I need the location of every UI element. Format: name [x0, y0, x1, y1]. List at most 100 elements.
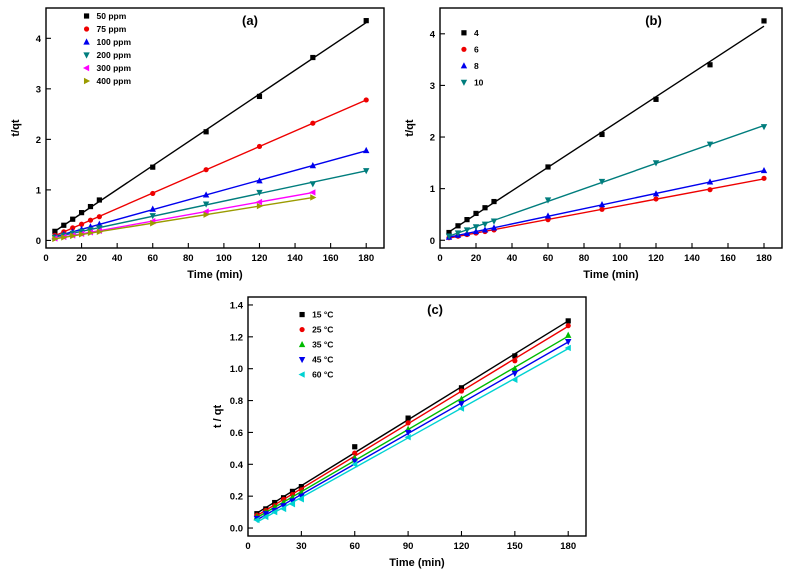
- fit-line: [256, 341, 569, 521]
- x-tick-label: 30: [296, 541, 307, 552]
- fit-line: [54, 191, 313, 240]
- y-axis-title: t / qt: [212, 405, 224, 429]
- x-axis: 0 20 40 60 80 100 120 140 160 180: [43, 243, 374, 264]
- plot-frame: [45, 7, 385, 249]
- x-tick-label: 100: [216, 253, 232, 264]
- legend-label: 75 ppm: [97, 24, 127, 34]
- x-tick-label: 90: [403, 541, 414, 552]
- legend-label: 4: [474, 28, 479, 38]
- plot-a: 0 20 40 60 80 100 120 140 160 180 0 1 2 3 4 Time (min) t…: [10, 7, 385, 281]
- x-tick-label: 40: [507, 253, 518, 264]
- legend-label: 8: [474, 61, 479, 71]
- y-tick-label: 2: [430, 133, 435, 144]
- y-tick-label: 0: [36, 236, 41, 247]
- x-tick-label: 20: [76, 253, 87, 264]
- fit-line: [256, 335, 569, 519]
- series-8: [445, 166, 768, 240]
- series-6: [446, 175, 767, 241]
- plot-c: 0 30 60 90 120 150 180 0.0 0.2 0.4 0.6 0.8 1.0 1.2 1.4…: [212, 296, 587, 569]
- x-axis: 0 30 60 90 120 150 180: [245, 531, 576, 552]
- legend: 50 ppm 75 ppm 100 ppm 200 ppm 300 ppm 400 ppm: [82, 11, 132, 86]
- chart-panel-c: 0 30 60 90 120 150 180 0.0 0.2 0.4 0.6 0.8 1.0 1.2 1.4…: [206, 289, 600, 574]
- chart-a: 0 20 40 60 80 100 120 140 160 180 0 1 2 3 4 Time (min) t…: [10, 7, 385, 281]
- y-tick-label: 1: [36, 185, 42, 196]
- x-tick-label: 120: [252, 253, 268, 264]
- panel-label: (b): [645, 13, 662, 28]
- x-tick-label: 80: [579, 253, 590, 264]
- x-tick-label: 40: [112, 253, 123, 264]
- x-tick-label: 120: [454, 541, 470, 552]
- x-tick-label: 160: [323, 253, 339, 264]
- x-tick-label: 80: [183, 253, 194, 264]
- legend: 15 °C 25 °C 35 °C 45 °C 60 °C: [298, 310, 333, 380]
- x-tick-label: 100: [612, 253, 628, 264]
- y-axis: 0 1 2 3 4: [430, 29, 445, 247]
- y-tick-label: 3: [36, 84, 41, 95]
- legend-label: 300 ppm: [97, 63, 132, 73]
- x-tick-label: 0: [43, 253, 48, 264]
- x-tick-label: 60: [349, 541, 360, 552]
- y-axis: 0.0 0.2 0.4 0.6 0.8 1.0 1.2 1.4: [230, 300, 253, 535]
- x-axis-title: Time (min): [583, 269, 639, 281]
- y-tick-label: 2: [36, 135, 41, 146]
- fit-line: [448, 25, 765, 233]
- series-45-°C: [253, 339, 572, 523]
- legend-label: 10: [474, 77, 484, 87]
- y-tick-label: 1.4: [230, 300, 244, 311]
- y-tick-label: 0.2: [230, 492, 243, 503]
- x-tick-label: 180: [560, 541, 576, 552]
- series-75-ppm: [52, 97, 369, 238]
- x-tick-label: 60: [147, 253, 158, 264]
- legend-label: 100 ppm: [97, 37, 132, 47]
- x-tick-label: 120: [648, 253, 664, 264]
- y-axis: 0 1 2 3 4: [36, 34, 51, 247]
- fit-line: [54, 150, 367, 238]
- y-tick-label: 0: [430, 236, 435, 247]
- x-tick-label: 60: [543, 253, 554, 264]
- y-tick-label: 1.2: [230, 332, 243, 343]
- legend-label: 400 ppm: [97, 76, 132, 86]
- x-tick-label: 0: [437, 253, 442, 264]
- panel-label: (c): [427, 302, 443, 317]
- x-tick-label: 180: [358, 253, 374, 264]
- x-axis: 0 20 40 60 80 100 120 140 160 180: [437, 243, 772, 264]
- chart-panel-b: 0 20 40 60 80 100 120 140 160 180 0 1 2 3 4 Time (min) t…: [398, 0, 790, 286]
- fit-line: [256, 325, 569, 517]
- y-axis-title: t/qt: [404, 119, 416, 136]
- chart-b: 0 20 40 60 80 100 120 140 160 180 0 1 2 3 4 Time (min) t…: [404, 7, 783, 281]
- x-tick-label: 180: [756, 253, 772, 264]
- series-10: [445, 124, 768, 240]
- x-tick-label: 160: [720, 253, 736, 264]
- legend-label: 6: [474, 44, 479, 54]
- y-tick-label: 0.4: [230, 460, 244, 471]
- series-4: [446, 18, 767, 236]
- fit-line: [256, 320, 569, 514]
- plot-frame: [439, 7, 783, 249]
- panel-label: (a): [242, 13, 258, 28]
- x-axis-title: Time (min): [187, 269, 243, 281]
- legend-label: 15 °C: [312, 310, 333, 320]
- chart-c: 0 30 60 90 120 150 180 0.0 0.2 0.4 0.6 0.8 1.0 1.2 1.4…: [212, 296, 587, 569]
- chart-panel-a: 0 20 40 60 80 100 120 140 160 180 0 1 2 3 4 Time (min) t…: [4, 0, 398, 286]
- x-axis-title: Time (min): [389, 557, 445, 569]
- y-tick-label: 0.8: [230, 396, 243, 407]
- x-tick-label: 140: [684, 253, 700, 264]
- series-50-ppm: [52, 18, 369, 234]
- y-tick-label: 4: [430, 29, 436, 40]
- legend: 4 6 8 10: [460, 28, 484, 87]
- legend-label: 60 °C: [312, 370, 333, 380]
- x-tick-label: 150: [507, 541, 523, 552]
- y-tick-label: 1.0: [230, 364, 243, 375]
- fit-line: [54, 170, 367, 238]
- legend-label: 50 ppm: [97, 11, 127, 21]
- y-tick-label: 0.0: [230, 524, 243, 535]
- series-200-ppm: [51, 168, 370, 241]
- series-25-°C: [254, 323, 571, 518]
- y-tick-label: 1: [430, 184, 436, 195]
- y-tick-label: 0.6: [230, 428, 243, 439]
- legend-label: 25 °C: [312, 325, 333, 335]
- series-60-°C: [253, 344, 571, 524]
- y-axis-title: t/qt: [10, 119, 22, 136]
- legend-label: 45 °C: [312, 355, 333, 365]
